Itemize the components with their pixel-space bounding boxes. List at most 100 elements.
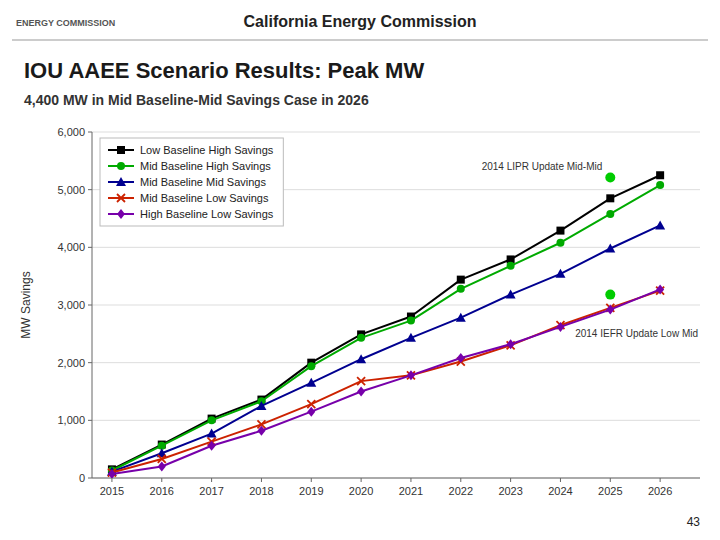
x-tick-label: 2015 [100,485,124,497]
series-point [208,441,216,451]
seal-text: ENERGY COMMISSION [16,18,115,28]
series-line [112,289,660,474]
plot-data [107,171,665,478]
legend-label: High Baseline Low Savings [140,208,274,220]
grid-line [92,132,700,133]
series-point [356,354,366,363]
subtitle: 4,400 MW in Mid Baseline-Mid Savings Cas… [24,92,369,108]
x-tick-label: 2019 [299,485,323,497]
series-point [357,387,365,397]
legend-label: Mid Baseline Mid Savings [140,176,266,188]
y-tick [88,362,92,363]
x-tick [460,478,461,482]
series-point [457,276,465,284]
x-tick-label: 2022 [449,485,473,497]
x-tick-label: 2024 [548,485,572,497]
x-tick [610,478,611,482]
x-tick [410,478,411,482]
y-tick-label: 4,000 [57,241,85,253]
title: IOU AAEE Scenario Results: Peak MW [24,58,424,83]
series-point [208,416,216,424]
x-tick [161,478,162,482]
legend-marker [116,177,126,186]
legend: Low Baseline High Savings Mid Baseline Hi… [100,138,283,226]
x-tick-label: 2020 [349,485,373,497]
series-point [656,171,664,179]
slide: California Energy Commission ENERGY COMMI… [0,0,720,540]
reference-point [605,290,615,300]
grid [92,132,700,478]
y-axis [92,132,93,478]
x-tick [361,478,362,482]
series-point [507,262,515,270]
series-line [112,291,660,473]
series-point [457,285,465,293]
series-point [407,370,415,380]
x-tick-label: 2025 [598,485,622,497]
series-point [357,334,365,342]
series-point [407,317,415,325]
legend-box [100,138,283,226]
legend-label: Mid Baseline High Savings [140,160,271,172]
series-point [108,469,116,478]
series-point [207,429,217,438]
x-tick-label: 2018 [249,485,273,497]
series-point [306,378,316,387]
series-point [606,210,614,218]
series-point [406,333,416,342]
y-tick [88,189,92,190]
series-point [507,339,515,349]
legend-marker [117,194,125,202]
y-tick-label: 0 [79,472,85,484]
page-number: 43 [687,515,701,529]
series-point [606,194,614,202]
y-tick-label: 1,000 [57,414,85,426]
grid-line [92,362,700,363]
series-point [605,243,615,252]
legend-marker [117,162,125,170]
x-tick [261,478,262,482]
series-point [655,220,665,229]
legend-label: Low Baseline High Savings [140,144,274,156]
x-tick [211,478,212,482]
y-tick [88,247,92,248]
y-tick-label: 3,000 [57,299,85,311]
series-point [656,284,664,294]
series-point [606,305,614,315]
y-tick [88,478,92,479]
y-tick [88,420,92,421]
reference-point [605,173,615,183]
annotation: 2014 IEFR Update Low Mid [575,328,698,339]
series-point [307,362,315,370]
annotation: 2014 LIPR Update Mid-Mid [482,161,603,172]
series-point [506,290,516,299]
y-tick-label: 2,000 [57,357,85,369]
x-tick-label: 2026 [648,485,672,497]
series-point [257,426,265,436]
x-tick [111,478,112,482]
series-point [457,353,465,363]
series-point [556,227,564,235]
x-tick-label: 2021 [399,485,423,497]
series-point [556,239,564,247]
y-tick-label: 5,000 [57,184,85,196]
x-tick [311,478,312,482]
legend-label: Mid Baseline Low Savings [140,192,269,204]
series-point [456,313,466,322]
series-line [112,175,660,469]
series-point [357,377,365,385]
series-point [307,407,315,417]
series-point [555,269,565,278]
x-tick [660,478,661,482]
y-tick [88,305,92,306]
header-text: California Energy Commission [244,13,477,30]
series-point [656,181,664,189]
series-point [556,322,564,332]
y-axis-label: MW Savings [19,271,33,338]
x-tick-label: 2023 [498,485,522,497]
legend-marker [117,146,125,154]
header-rule [12,40,708,41]
series-point [256,401,266,410]
legend-marker [117,209,125,219]
y-tick [88,132,92,133]
